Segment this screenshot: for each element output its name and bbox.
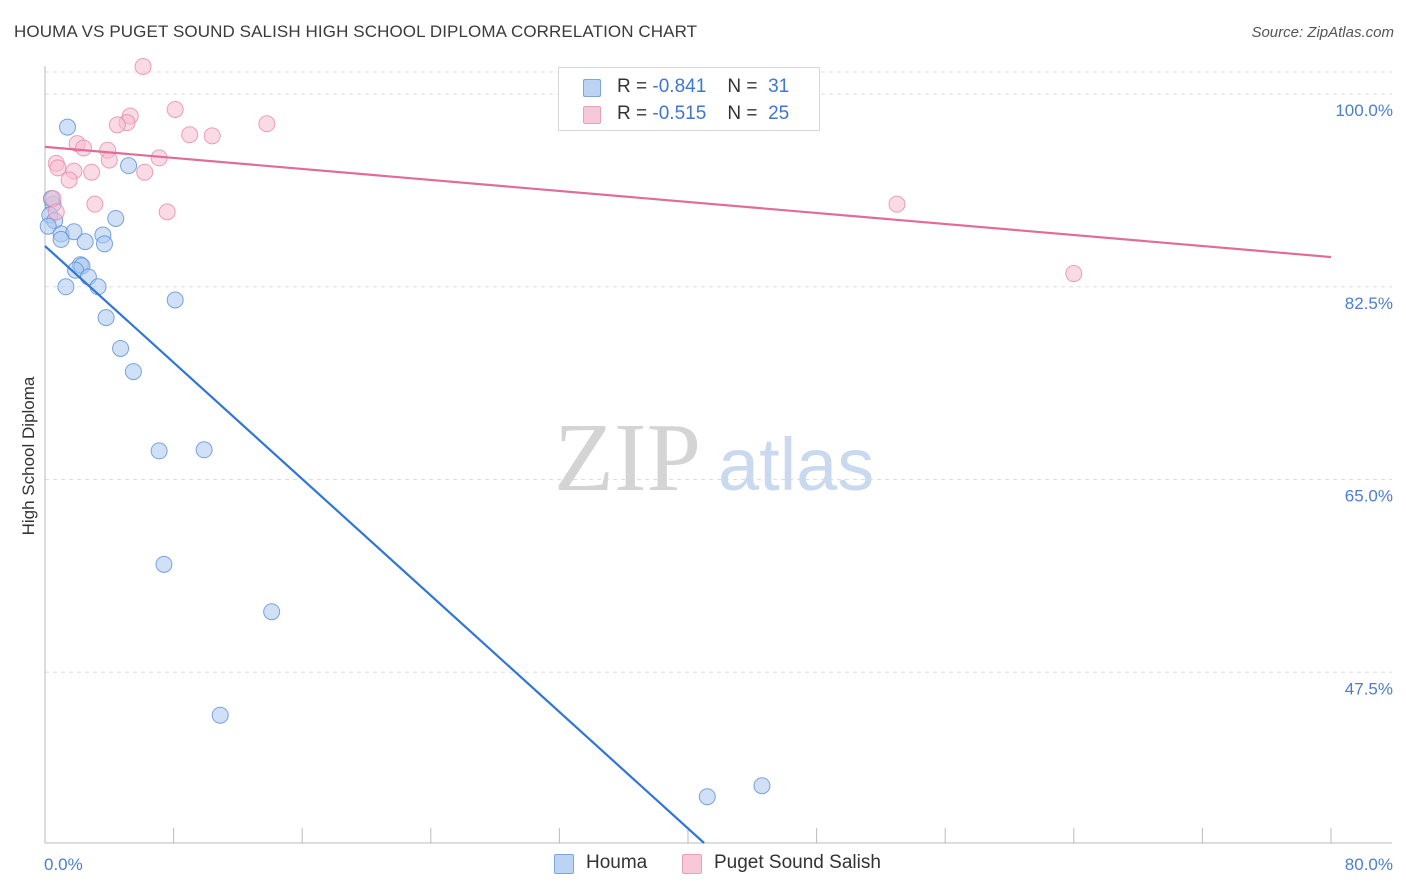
houma-point (107, 209, 125, 227)
houma-point (120, 157, 138, 175)
houma-point (195, 441, 213, 459)
puget-point (83, 163, 101, 181)
houma-point (112, 339, 130, 357)
tick-labels: 100.0% 82.5% 65.0% 47.5% 0.0% 80.0% (44, 101, 1393, 874)
y-tick-label: 100.0% (1335, 101, 1393, 120)
puget-n-value: 25 (768, 103, 790, 124)
puget-point (108, 116, 126, 134)
series-legend: Houma Puget Sound Salish (0, 852, 1406, 878)
stats-legend: R = -0.841 N = 31 R = -0.515 N = 25 (558, 67, 820, 131)
houma-r-label: R = (617, 76, 648, 97)
x-tick-label: 0.0% (44, 855, 83, 874)
watermark-zip: ZIP (554, 404, 701, 512)
trendlines (44, 145, 1332, 844)
houma-legend-swatch (554, 854, 574, 874)
houma-point (698, 788, 716, 806)
houma-point (124, 363, 142, 381)
houma-point (150, 442, 168, 460)
houma-point (39, 217, 57, 235)
houma-point (59, 118, 77, 136)
houma-trendline (44, 245, 705, 844)
puget-n-label: N = (727, 103, 758, 124)
puget-trendline (44, 145, 1332, 259)
y-tick-label: 65.0% (1345, 487, 1393, 506)
puget-point (166, 100, 184, 118)
puget-point (1065, 265, 1083, 283)
houma-point (76, 233, 94, 251)
puget-point (134, 57, 152, 75)
puget-swatch (583, 106, 601, 124)
puget-legend-label: Puget Sound Salish (714, 852, 881, 873)
houma-point (263, 603, 281, 621)
gridlines (45, 71, 1392, 673)
puget-point (158, 203, 176, 221)
puget-point (888, 195, 906, 213)
houma-point (97, 309, 115, 327)
houma-swatch (583, 79, 601, 97)
puget-r-value: -0.515 (652, 103, 707, 124)
houma-point (52, 230, 70, 248)
puget-point (258, 115, 276, 133)
y-axis-label: High School Diploma (19, 376, 38, 535)
houma-point (753, 777, 771, 795)
puget-r-label: R = (617, 103, 648, 124)
chart-title: HOUMA VS PUGET SOUND SALISH HIGH SCHOOL … (14, 22, 698, 41)
puget-point (203, 127, 221, 145)
houma-n-value: 31 (768, 76, 790, 97)
y-tick-label: 82.5% (1345, 294, 1393, 313)
watermark: ZIP atlas (554, 404, 874, 512)
y-tick-label: 47.5% (1345, 679, 1393, 698)
houma-point (211, 706, 229, 724)
puget-point (181, 126, 199, 144)
puget-point (47, 203, 65, 221)
houma-point (155, 555, 173, 573)
houma-legend-label: Houma (586, 852, 648, 873)
houma-r-value: -0.841 (652, 76, 707, 97)
puget-legend-swatch (682, 854, 702, 874)
houma-point (57, 278, 75, 296)
watermark-atlas: atlas (718, 423, 874, 506)
data-points (39, 57, 1083, 806)
puget-point (136, 163, 154, 181)
source-label: Source: ZipAtlas.com (1251, 24, 1394, 41)
houma-point (166, 291, 184, 309)
puget-point (86, 195, 104, 213)
puget-point (75, 139, 93, 157)
houma-n-label: N = (727, 76, 758, 97)
puget-point (60, 171, 78, 189)
houma-point (89, 278, 107, 296)
houma-point (65, 223, 83, 241)
puget-point (49, 159, 67, 177)
x-tick-label: 80.0% (1345, 855, 1393, 874)
houma-point (95, 235, 113, 253)
puget-point (100, 151, 118, 169)
